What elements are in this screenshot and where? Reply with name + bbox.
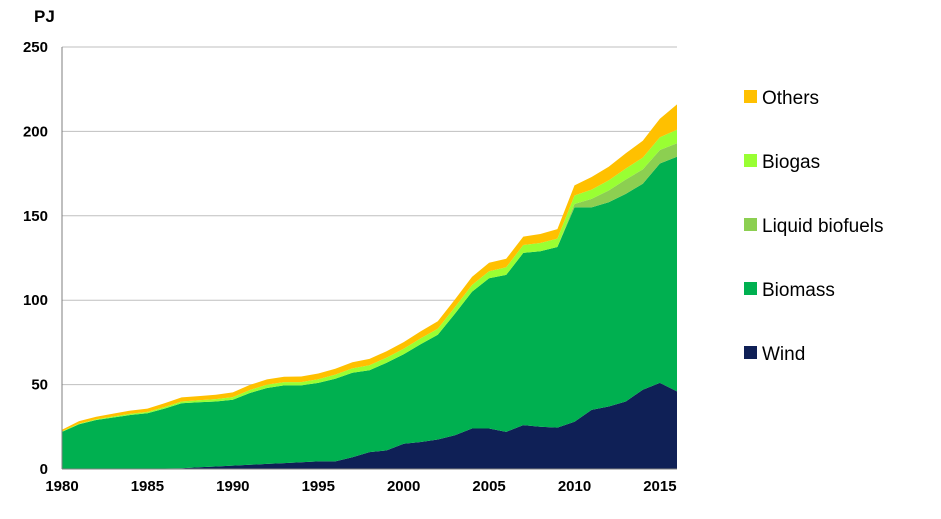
x-tick-label: 2015 [643,478,676,495]
y-tick-label: 200 [23,123,48,140]
legend-swatch-biomass [744,282,757,295]
legend-swatch-others [744,90,757,103]
legend-swatch-biogas [744,154,757,167]
x-tick-label: 2000 [387,478,420,495]
legend-swatch-wind [744,346,757,359]
legend-label-liquid-biofuels: Liquid biofuels [762,216,883,237]
y-tick-label: 150 [23,208,48,225]
legend-swatch-liquid-biofuels [744,218,757,231]
y-tick-labels: 0 50 100 150 200 250 [23,39,48,478]
y-axis-label: PJ [34,7,55,26]
area-wind [62,382,677,469]
y-tick-label: 0 [40,461,48,478]
legend-label-biomass: Biomass [762,280,835,301]
x-tick-label: 1990 [216,478,249,495]
x-tick-label: 2005 [472,478,505,495]
x-tick-labels: 1980 1985 1990 1995 2000 2005 2010 2015 [45,478,676,495]
area-series [62,104,677,469]
x-tick-label: 1985 [131,478,164,495]
y-tick-label: 50 [31,377,48,394]
x-tick-label: 1995 [302,478,335,495]
x-tick-label: 2010 [558,478,591,495]
x-tick-label: 1980 [45,478,78,495]
y-tick-label: 100 [23,292,48,309]
y-tick-label: 250 [23,39,48,56]
legend-label-wind: Wind [762,344,805,365]
legend: Others Biogas Liquid biofuels Biomass Wind [744,88,883,365]
legend-label-others: Others [762,88,819,109]
area-biomass [62,156,677,469]
legend-label-biogas: Biogas [762,152,820,173]
axes [61,47,677,470]
